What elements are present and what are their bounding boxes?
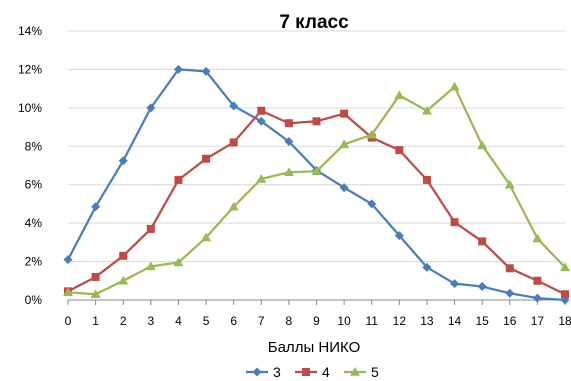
data-point <box>505 288 515 298</box>
y-tick-label: 4% <box>25 216 43 230</box>
data-point <box>119 251 128 260</box>
data-point <box>504 179 515 189</box>
data-point <box>91 272 100 281</box>
x-tick-label: 17 <box>531 314 545 328</box>
y-tick-label: 2% <box>25 255 43 269</box>
x-tick-label: 6 <box>230 314 237 328</box>
data-point <box>63 255 73 265</box>
data-point <box>532 293 542 303</box>
y-tick-label: 8% <box>25 139 43 153</box>
data-point <box>339 139 350 149</box>
data-point <box>202 154 211 163</box>
legend-marker <box>302 368 310 376</box>
legend-item-4: 4 <box>295 364 330 380</box>
x-tick-label: 9 <box>313 314 320 328</box>
data-point <box>256 173 267 183</box>
x-tick-label: 8 <box>286 314 293 328</box>
x-tick-label: 1 <box>92 314 99 328</box>
data-point <box>395 146 404 155</box>
x-tick-label: 13 <box>420 314 434 328</box>
data-point <box>228 201 239 211</box>
x-tick-label: 2 <box>120 314 127 328</box>
data-point <box>532 233 543 243</box>
legend-label: 3 <box>273 364 281 380</box>
data-point <box>63 287 73 297</box>
data-point <box>422 262 432 272</box>
y-tick-label: 14% <box>18 24 42 38</box>
data-point <box>284 119 293 128</box>
data-point <box>450 279 460 289</box>
data-point <box>422 175 431 184</box>
data-point <box>312 117 321 126</box>
data-point <box>560 262 570 272</box>
data-point <box>201 232 212 242</box>
data-point <box>505 264 514 273</box>
x-tick-label: 5 <box>203 314 210 328</box>
y-tick-label: 6% <box>25 178 43 192</box>
data-point <box>477 140 488 150</box>
data-point <box>449 81 460 91</box>
data-point <box>366 129 377 139</box>
data-point <box>146 224 155 233</box>
data-point <box>394 90 405 100</box>
series-4 <box>64 106 569 299</box>
x-axis-label: Баллы НИКО <box>268 339 361 356</box>
data-point <box>90 289 101 298</box>
data-point <box>394 231 404 241</box>
data-point <box>561 290 569 299</box>
data-point <box>145 261 156 271</box>
data-point <box>256 116 266 126</box>
x-tick-label: 3 <box>147 314 154 328</box>
data-point <box>450 218 459 227</box>
data-point <box>91 202 101 212</box>
axes: 0%2%4%6%8%10%12%14%0 1 2 3 4 5 6 7 8 9 10 11 12 13 14 1… <box>18 24 571 328</box>
data-point <box>174 175 183 184</box>
y-tick-label: 0% <box>25 293 43 307</box>
data-point <box>229 101 239 111</box>
data-point <box>229 138 238 147</box>
chart-title: 7 класс <box>279 12 349 33</box>
legend-marker <box>252 367 262 377</box>
legend-item-3: 3 <box>246 364 281 380</box>
data-point <box>478 237 487 246</box>
x-tick-label: 14 <box>448 314 462 328</box>
data-point <box>533 276 542 285</box>
x-tick-label: 18 <box>558 314 571 328</box>
data-point <box>118 275 129 285</box>
data-point <box>311 166 322 176</box>
data-point <box>367 199 377 209</box>
series-line-4 <box>67 109 566 296</box>
data-point <box>284 136 294 146</box>
series-5 <box>63 81 570 298</box>
x-tick-label: 0 <box>65 314 72 328</box>
data-point <box>146 103 156 113</box>
data-point <box>421 105 432 115</box>
legend-label: 4 <box>322 364 330 380</box>
data-point <box>201 66 211 76</box>
series-layer <box>63 64 570 305</box>
data-point <box>340 109 349 118</box>
data-point <box>477 282 487 292</box>
legend: 3 4 5 <box>246 364 379 380</box>
grid <box>68 30 565 263</box>
data-point <box>173 64 183 74</box>
legend-item-5: 5 <box>344 364 379 380</box>
legend-label: 5 <box>371 364 379 380</box>
data-point <box>173 257 184 267</box>
x-tick-label: 10 <box>337 314 351 328</box>
x-tick-label: 12 <box>393 314 407 328</box>
legend-marker <box>350 367 360 376</box>
x-tick-label: 7 <box>258 314 265 328</box>
data-point <box>283 167 294 176</box>
data-point <box>118 156 128 166</box>
data-point <box>257 106 266 115</box>
x-tick-label: 11 <box>365 314 378 328</box>
x-tick-label: 4 <box>175 314 182 328</box>
y-tick-label: 10% <box>18 101 42 115</box>
x-tick-label: 15 <box>475 314 489 328</box>
x-tick-label: 16 <box>503 314 517 328</box>
data-point <box>339 183 349 193</box>
y-tick-label: 12% <box>18 62 42 76</box>
